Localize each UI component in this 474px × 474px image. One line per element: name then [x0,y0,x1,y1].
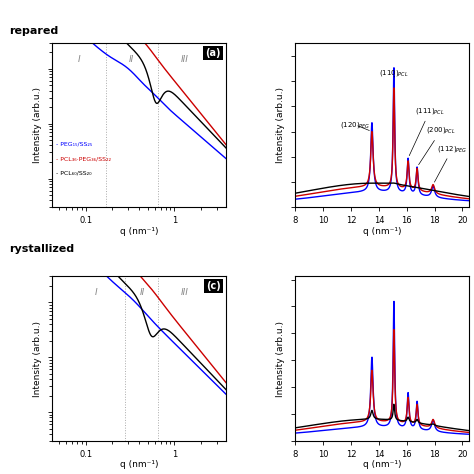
Text: II: II [129,55,134,64]
Text: (111)$_{PCL}$: (111)$_{PCL}$ [409,106,445,155]
Text: I: I [78,55,81,64]
X-axis label: q (nm⁻¹): q (nm⁻¹) [120,460,158,469]
X-axis label: q (nm⁻¹): q (nm⁻¹) [363,227,401,236]
Text: rystallized: rystallized [9,244,74,254]
Text: (112)$_{PEG}$: (112)$_{PEG}$ [435,144,468,182]
Text: - PCL₆₀/SS₂₀: - PCL₆₀/SS₂₀ [55,171,91,176]
Text: III: III [181,288,189,297]
Text: - PEG₁₅/SS₂₅: - PEG₁₅/SS₂₅ [55,141,92,146]
Text: (a): (a) [205,47,221,58]
Y-axis label: Intensity (arb.u.): Intensity (arb.u.) [33,87,42,163]
Text: (110)$_{PCL}$: (110)$_{PCL}$ [379,68,409,78]
Text: - PCL₃₆·PEG₃₆/SS₂₂: - PCL₃₆·PEG₃₆/SS₂₂ [55,156,110,161]
Y-axis label: Intensity (arb.u.): Intensity (arb.u.) [33,320,42,397]
Text: (c): (c) [206,281,221,291]
Y-axis label: Intensity (arb.u.): Intensity (arb.u.) [276,87,285,163]
Text: (200)$_{PCL}$: (200)$_{PCL}$ [419,126,456,164]
Text: I: I [94,288,97,297]
X-axis label: q (nm⁻¹): q (nm⁻¹) [120,227,158,236]
Text: (120)$_{PEG}$: (120)$_{PEG}$ [340,120,371,130]
X-axis label: q (nm⁻¹): q (nm⁻¹) [363,460,401,469]
Text: repared: repared [9,26,59,36]
Y-axis label: Intensity (arb.u.): Intensity (arb.u.) [276,320,285,397]
Text: II: II [139,288,145,297]
Text: III: III [181,55,189,64]
